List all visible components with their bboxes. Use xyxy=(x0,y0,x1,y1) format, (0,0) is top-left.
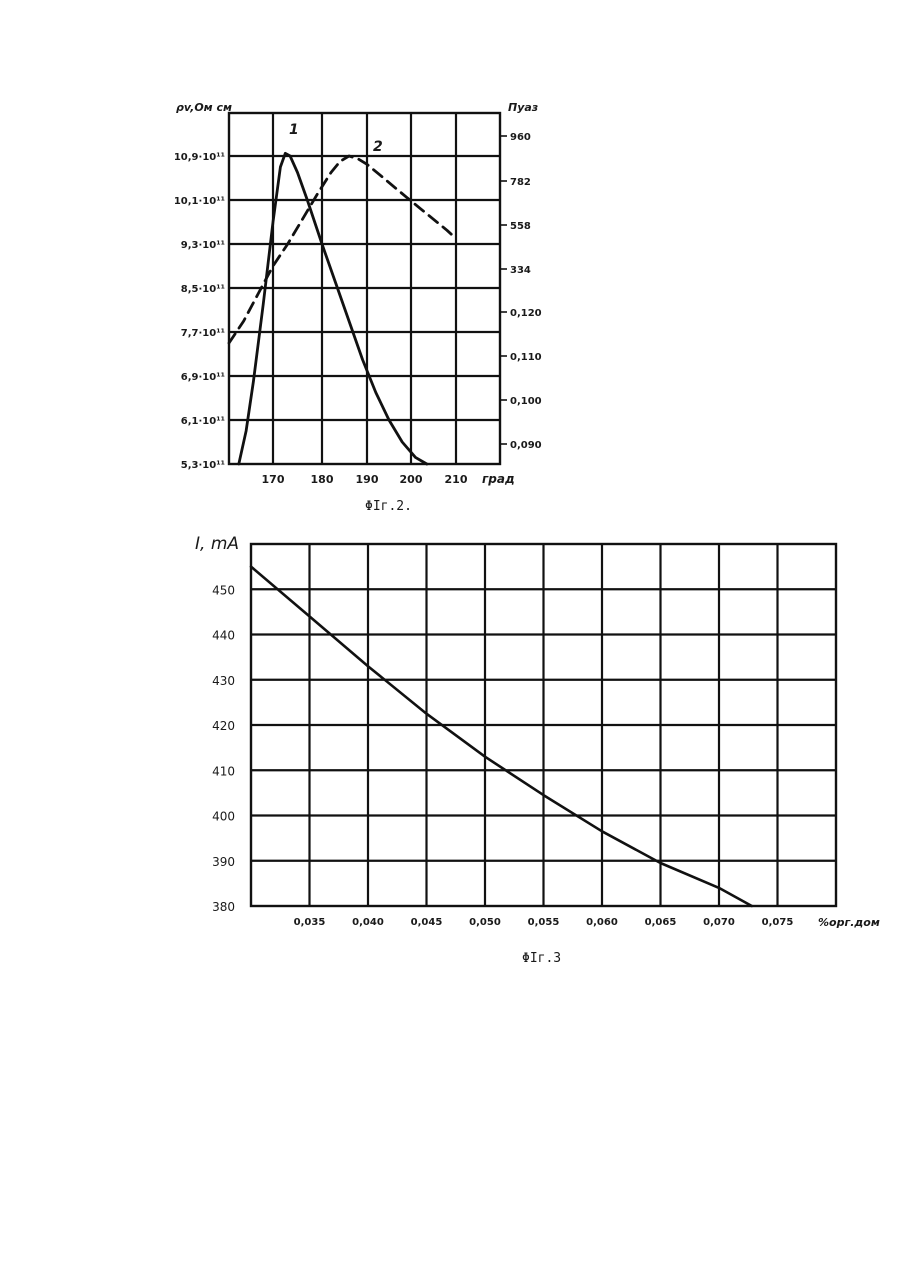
fig3-y-title: I, mA xyxy=(195,534,239,554)
fig2-y-right-tick-label: 0,120 xyxy=(510,308,542,319)
fig3-y-tick-label: 440 xyxy=(212,629,235,643)
fig3-x-tick-label: 0,075 xyxy=(762,917,794,928)
fig3-x-title: %орг.дом xyxy=(818,916,880,929)
fig3-y-tick-label: 430 xyxy=(212,674,235,688)
fig3-grid xyxy=(251,544,836,906)
fig2-x-title: град xyxy=(482,472,515,486)
fig2-y-left-tick-label: 9,3·10¹¹ xyxy=(181,240,225,251)
fig3-x-tick-label: 0,040 xyxy=(352,917,384,928)
fig3-x-tick-label: 0,055 xyxy=(528,917,560,928)
fig2-series-2-label: 2 xyxy=(373,139,383,155)
fig2-y-right-tick-label: 334 xyxy=(510,265,531,276)
fig2-y-left-title: ρv,Ом см xyxy=(176,101,232,114)
fig2-y-left-tick-label: 6,9·10¹¹ xyxy=(181,372,225,383)
fig2-x-tick-label: 170 xyxy=(262,473,285,486)
fig3-series-line xyxy=(251,567,752,906)
fig2-y-left-tick-label: 10,1·10¹¹ xyxy=(174,196,225,207)
fig3-y-tick-label: 390 xyxy=(212,855,235,869)
fig2-x-tick-label: 200 xyxy=(400,473,423,486)
fig2-y-left-ticks: 10,9·10¹¹ 10,1·10¹¹ 9,3·10¹¹ 8,5·10¹¹ 7,7·10… xyxy=(174,152,225,471)
fig3-y-tick-label: 410 xyxy=(212,764,235,778)
fig2-y-left-tick-label: 10,9·10¹¹ xyxy=(174,152,225,163)
fig3-y-tick-label: 380 xyxy=(212,900,235,914)
figure-2: 170 180 190 200 210 10,9·10¹¹ 10,1·10¹¹ 9,3·10… xyxy=(174,101,542,514)
fig3-x-tick-label: 0,060 xyxy=(586,917,618,928)
fig2-y-left-tick-label: 5,3·10¹¹ xyxy=(181,460,225,471)
fig2-y-right-tick-label: 0,090 xyxy=(510,440,542,451)
fig2-caption: ΦIг.2. xyxy=(365,499,412,514)
fig2-x-tick-label: 180 xyxy=(311,473,334,486)
fig2-y-right-tick-label: 0,110 xyxy=(510,352,542,363)
fig2-y-right-tick-label: 558 xyxy=(510,221,531,232)
fig2-x-ticks: 170 180 190 200 210 xyxy=(262,473,468,486)
fig3-x-ticks: 0,035 0,040 0,045 0,050 0,055 0,060 0,065 0,070… xyxy=(294,917,794,928)
fig3-y-ticks: 450 440 430 420 410 400 390 380 xyxy=(212,583,235,914)
fig3-y-tick-label: 450 xyxy=(212,583,235,597)
figure-3: 0,035 0,040 0,045 0,050 0,055 0,060 0,065 0,070… xyxy=(195,534,880,966)
fig3-x-tick-label: 0,050 xyxy=(469,917,501,928)
fig3-x-tick-label: 0,070 xyxy=(703,917,735,928)
fig2-y-right-title: Пуаз xyxy=(508,101,538,114)
fig2-y-right-tick-label: 782 xyxy=(510,177,531,188)
fig3-y-tick-label: 400 xyxy=(212,810,235,824)
fig3-x-tick-label: 0,035 xyxy=(294,917,326,928)
fig3-x-tick-label: 0,065 xyxy=(645,917,677,928)
fig2-x-tick-label: 210 xyxy=(445,473,468,486)
fig2-series-1-label: 1 xyxy=(289,122,299,138)
fig2-grid xyxy=(229,113,500,464)
fig2-y-right-ticks: 960 782 558 334 0,120 0,110 0,100 0,090 xyxy=(500,132,542,451)
fig3-caption: ΦIг.3 xyxy=(522,951,561,966)
fig2-y-right-tick-label: 0,100 xyxy=(510,396,542,407)
fig2-x-tick-label: 190 xyxy=(356,473,379,486)
fig3-y-tick-label: 420 xyxy=(212,719,235,733)
fig3-x-tick-label: 0,045 xyxy=(411,917,443,928)
fig2-y-right-tick-label: 960 xyxy=(510,132,531,143)
fig2-y-left-tick-label: 8,5·10¹¹ xyxy=(181,284,225,295)
fig2-y-left-tick-label: 7,7·10¹¹ xyxy=(181,328,225,339)
fig3-series xyxy=(251,567,752,906)
fig2-y-left-tick-label: 6,1·10¹¹ xyxy=(181,416,225,427)
